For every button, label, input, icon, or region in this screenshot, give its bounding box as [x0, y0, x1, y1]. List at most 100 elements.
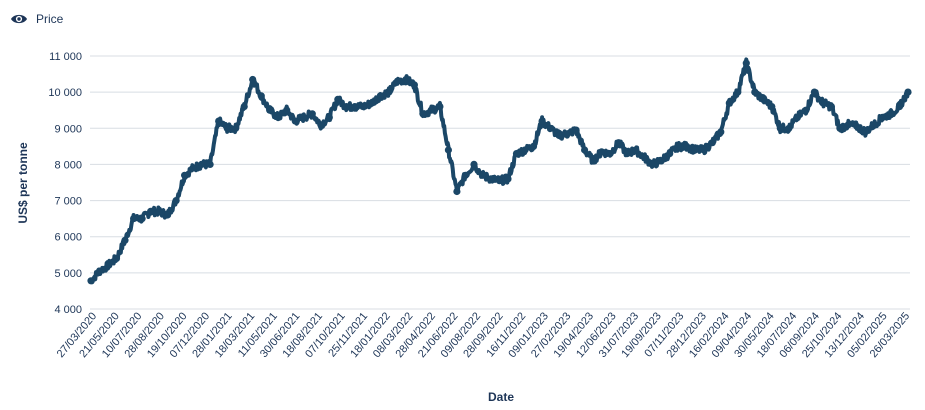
data-point[interactable]: [138, 215, 146, 223]
series-price[interactable]: [87, 57, 912, 285]
data-point[interactable]: [266, 106, 274, 114]
data-point[interactable]: [95, 267, 104, 275]
legend-item-price[interactable]: Price: [10, 12, 63, 26]
data-point[interactable]: [751, 88, 759, 96]
data-point[interactable]: [164, 211, 172, 219]
data-point[interactable]: [453, 187, 461, 196]
data-point[interactable]: [351, 103, 359, 111]
data-point[interactable]: [155, 207, 163, 215]
data-point[interactable]: [317, 121, 325, 129]
data-point[interactable]: [572, 126, 580, 134]
data-point[interactable]: [521, 146, 529, 154]
data-point[interactable]: [657, 157, 665, 165]
data-point[interactable]: [359, 103, 367, 111]
data-point[interactable]: [904, 88, 912, 96]
data-point[interactable]: [623, 150, 631, 158]
data-point[interactable]: [810, 88, 819, 96]
data-point[interactable]: [793, 113, 802, 121]
data-point[interactable]: [257, 92, 265, 100]
data-point[interactable]: [427, 106, 435, 114]
data-point[interactable]: [147, 207, 155, 215]
data-point[interactable]: [215, 117, 223, 125]
data-point[interactable]: [649, 160, 657, 168]
data-point[interactable]: [632, 146, 640, 154]
data-point[interactable]: [776, 124, 784, 132]
data-point[interactable]: [895, 103, 904, 111]
data-point[interactable]: [410, 81, 418, 89]
data-point[interactable]: [495, 177, 504, 185]
data-point[interactable]: [300, 113, 308, 121]
data-point[interactable]: [785, 124, 793, 132]
data-point[interactable]: [376, 92, 384, 100]
data-point[interactable]: [181, 171, 189, 179]
data-point[interactable]: [232, 124, 240, 132]
data-point[interactable]: [104, 262, 112, 270]
data-point[interactable]: [478, 171, 487, 179]
data-point[interactable]: [368, 99, 376, 107]
data-point[interactable]: [640, 153, 648, 161]
data-point[interactable]: [538, 117, 546, 125]
data-point[interactable]: [334, 95, 342, 103]
data-point[interactable]: [887, 110, 895, 118]
data-point[interactable]: [819, 99, 827, 107]
data-point[interactable]: [700, 146, 708, 154]
data-point[interactable]: [589, 157, 597, 165]
data-point[interactable]: [308, 110, 316, 118]
data-point[interactable]: [172, 197, 180, 205]
data-point[interactable]: [768, 103, 776, 111]
data-point[interactable]: [470, 160, 478, 168]
data-point[interactable]: [291, 117, 299, 125]
data-point[interactable]: [342, 103, 350, 111]
data-point[interactable]: [112, 254, 121, 262]
data-point[interactable]: [598, 148, 606, 156]
data-point[interactable]: [87, 277, 95, 285]
data-point[interactable]: [283, 106, 291, 114]
data-point[interactable]: [666, 150, 674, 158]
data-point[interactable]: [436, 103, 444, 111]
data-point[interactable]: [223, 124, 231, 132]
data-point[interactable]: [555, 131, 563, 140]
data-point[interactable]: [487, 175, 495, 183]
data-point[interactable]: [683, 142, 691, 150]
data-point[interactable]: [274, 113, 282, 121]
data-point[interactable]: [249, 75, 257, 84]
data-point[interactable]: [504, 175, 512, 183]
data-point[interactable]: [198, 160, 206, 168]
data-point[interactable]: [529, 142, 538, 150]
data-point[interactable]: [836, 124, 844, 132]
data-point[interactable]: [870, 121, 878, 129]
data-point[interactable]: [206, 160, 214, 168]
data-point[interactable]: [674, 142, 682, 150]
data-point[interactable]: [444, 146, 452, 154]
data-point[interactable]: [419, 110, 427, 118]
data-point[interactable]: [393, 77, 401, 85]
data-point[interactable]: [385, 88, 393, 96]
data-point[interactable]: [402, 75, 410, 84]
series-line-price[interactable]: [89, 57, 910, 285]
data-point[interactable]: [802, 106, 810, 114]
data-point[interactable]: [615, 139, 623, 147]
data-point[interactable]: [861, 128, 870, 136]
data-point[interactable]: [581, 146, 589, 154]
data-point[interactable]: [708, 139, 716, 147]
data-point[interactable]: [827, 103, 836, 111]
data-point[interactable]: [691, 146, 699, 154]
data-point[interactable]: [325, 113, 333, 121]
data-point[interactable]: [759, 95, 767, 103]
data-point[interactable]: [853, 122, 861, 131]
data-point[interactable]: [121, 236, 129, 244]
data-point[interactable]: [742, 59, 750, 67]
data-point[interactable]: [564, 130, 572, 138]
data-point[interactable]: [734, 88, 742, 96]
data-point[interactable]: [547, 124, 555, 132]
data-point[interactable]: [189, 164, 197, 172]
data-point[interactable]: [844, 121, 853, 129]
data-point[interactable]: [130, 215, 138, 223]
data-point[interactable]: [512, 150, 521, 158]
data-point[interactable]: [240, 103, 248, 111]
data-point[interactable]: [725, 99, 733, 107]
data-point[interactable]: [606, 150, 614, 158]
data-point[interactable]: [717, 128, 725, 136]
data-point[interactable]: [461, 171, 470, 179]
data-point[interactable]: [878, 113, 887, 121]
